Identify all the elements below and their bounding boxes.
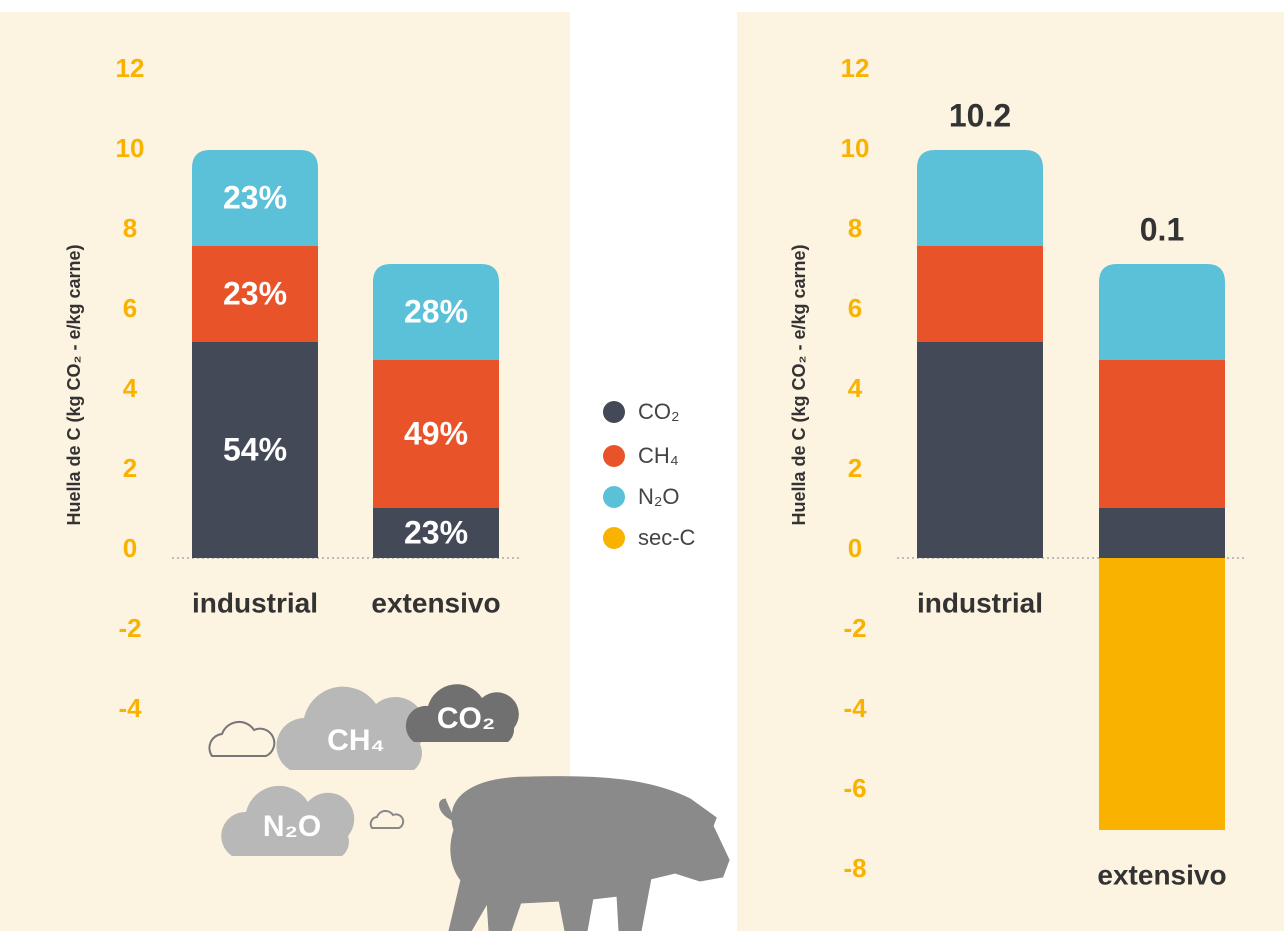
y-tick-label: 8 (123, 213, 137, 243)
y-tick-label: -8 (843, 853, 866, 883)
y-tick-label: -4 (118, 693, 142, 723)
y-tick-label: -2 (118, 613, 141, 643)
legend-label: sec-C (638, 525, 696, 550)
segment-label: 23% (404, 514, 468, 550)
x-tick-label: extensivo (371, 587, 500, 618)
total-label: 10.2 (949, 97, 1011, 133)
bar-segment (373, 264, 499, 360)
y-tick-label: 4 (848, 373, 863, 403)
y-tick-label: 12 (841, 53, 870, 83)
bar-segment (192, 150, 318, 246)
cloud-outline (208, 720, 276, 757)
total-label: 0.1 (1140, 211, 1184, 247)
cloud-label: CH₄ (327, 724, 385, 757)
legend-label: CH₄ (638, 443, 679, 468)
y-tick-label: 6 (123, 293, 137, 323)
segment-label: 54% (223, 431, 287, 467)
bar-segment (1099, 264, 1225, 360)
y-tick-label: -4 (843, 693, 867, 723)
y-tick-label: 0 (123, 533, 137, 563)
bar-segment (373, 508, 499, 558)
y-tick-label: 10 (841, 133, 870, 163)
y-tick-label: 8 (848, 213, 862, 243)
legend-swatch (603, 486, 625, 508)
segment-label: 49% (404, 415, 468, 451)
bar-segment (373, 360, 499, 508)
y-tick-label: -2 (843, 613, 866, 643)
bar-segment (1099, 360, 1225, 508)
y-tick-label: 10 (116, 133, 145, 163)
cloud (221, 785, 355, 856)
y-tick-label: 0 (848, 533, 862, 563)
y-tick-label: 2 (848, 453, 862, 483)
pig (439, 776, 730, 931)
legend-label: CO₂ (638, 399, 680, 424)
y-tick-label: -6 (843, 773, 866, 803)
segment-label: 23% (223, 179, 287, 215)
y-axis-title: Huella de C (kg CO₂ - e/kg carne) (64, 244, 84, 525)
bar-segment (192, 342, 318, 558)
y-tick-label: 12 (116, 53, 145, 83)
bar-segment (1099, 558, 1225, 830)
y-axis-title: Huella de C (kg CO₂ - e/kg carne) (789, 244, 809, 525)
y-tick-label: 6 (848, 293, 862, 323)
bar-segment (1099, 508, 1225, 558)
y-tick-label: 2 (123, 453, 137, 483)
x-tick-label: extensivo (1097, 859, 1226, 890)
legend-swatch (603, 401, 625, 423)
y-tick-label: 4 (123, 373, 138, 403)
bar-segment (917, 150, 1043, 246)
bar-segment (917, 342, 1043, 558)
cloud (405, 684, 519, 742)
legend-swatch (603, 445, 625, 467)
cloud-label: CO₂ (437, 702, 495, 735)
x-tick-label: industrial (917, 587, 1043, 618)
cloud-outline (369, 810, 405, 829)
cloud (276, 686, 426, 770)
segment-label: 23% (223, 275, 287, 311)
bar-segment (917, 246, 1043, 342)
segment-label: 28% (404, 293, 468, 329)
cloud-label: N₂O (263, 810, 321, 843)
bar-segment (192, 246, 318, 342)
clouds: CH₄ CO₂ N₂O (208, 684, 519, 856)
legend-swatch (603, 527, 625, 549)
legend-label: N₂O (638, 484, 680, 509)
x-tick-label: industrial (192, 587, 318, 618)
